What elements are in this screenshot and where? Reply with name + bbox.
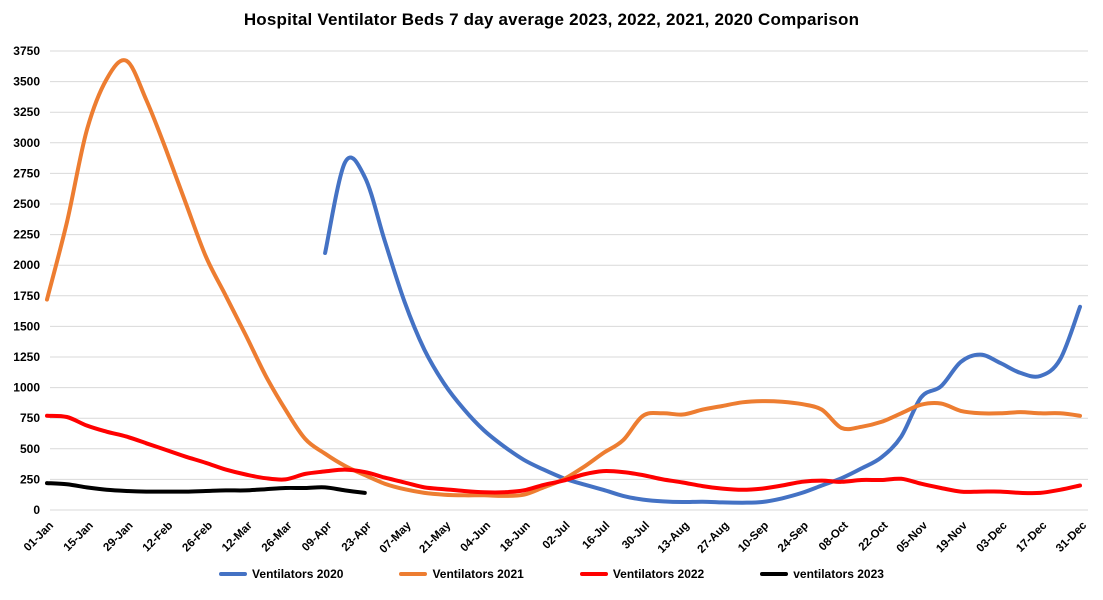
x-tick-label: 23-Apr	[340, 519, 375, 554]
y-tick-label: 2250	[13, 228, 40, 242]
y-tick-label: 2000	[13, 258, 40, 272]
x-tick-label: 18-Jun	[498, 520, 533, 555]
y-tick-label: 500	[20, 442, 40, 456]
y-axis-tick-labels: 0 250 500 750 1000 1250 1500 1750 2000 2250 2500 27…	[13, 44, 40, 517]
x-tick-label: 09-Apr	[300, 519, 335, 554]
y-tick-label: 3750	[13, 44, 40, 58]
y-tick-label: 3000	[13, 136, 40, 150]
legend-swatch-ventilators-2020	[219, 572, 248, 576]
y-tick-label: 0	[33, 503, 40, 517]
y-tick-label: 3250	[13, 105, 40, 119]
x-tick-label: 03-Dec	[975, 519, 1011, 555]
x-tick-label: 26-Mar	[260, 519, 295, 554]
x-tick-label: 29-Jan	[101, 520, 135, 554]
legend-swatch-ventilators-2021	[399, 572, 428, 576]
legend-label-ventilators-2022: Ventilators 2022	[612, 567, 705, 581]
x-axis-tick-labels: 01-Jan 15-Jan 29-Jan 12-Feb 26-Feb 12-Mar 26-M…	[22, 519, 1090, 555]
x-tick-label: 22-Oct	[857, 520, 891, 554]
x-tick-label: 31-Dec	[1054, 519, 1090, 555]
y-tick-label: 1500	[13, 319, 40, 333]
x-tick-label: 17-Dec	[1014, 519, 1050, 555]
legend-item-ventilators-2020: Ventilators 2020	[219, 567, 343, 581]
legend-swatch-ventilators-2023	[760, 572, 789, 576]
x-tick-label: 24-Sep	[776, 520, 811, 555]
x-tick-label: 19-Nov	[934, 519, 970, 555]
x-tick-label: 16-Jul	[580, 520, 612, 552]
legend-label-ventilators-2020: Ventilators 2020	[252, 567, 344, 581]
x-tick-label: 07-May	[378, 519, 414, 555]
x-tick-label: 10-Sep	[736, 520, 771, 555]
x-tick-label: 27-Aug	[695, 520, 731, 556]
x-tick-label: 26-Feb	[180, 520, 215, 555]
series-lines	[45, 58, 1082, 505]
legend-item-ventilators-2021: Ventilators 2021	[399, 567, 524, 581]
x-tick-label: 13-Aug	[656, 520, 692, 556]
chart-title: Hospital Ventilator Beds 7 day average 2…	[243, 10, 860, 29]
x-tick-label: 02-Jul	[541, 520, 573, 552]
y-tick-label: 2750	[13, 166, 40, 180]
legend-label-ventilators-2023: ventilators 2023	[793, 567, 884, 581]
y-tick-label: 1000	[13, 381, 40, 395]
x-tick-label: 21-May	[417, 519, 453, 555]
y-tick-label: 1250	[13, 350, 40, 364]
series-line-ventilators-2022	[45, 413, 1082, 496]
x-tick-label: 12-Mar	[220, 519, 255, 554]
legend-item-ventilators-2022: Ventilators 2022	[579, 567, 705, 581]
y-tick-label: 250	[20, 472, 40, 486]
y-tick-label: 1750	[13, 289, 40, 303]
y-tick-label: 750	[20, 411, 40, 425]
y-tick-label: 2500	[13, 197, 40, 211]
legend-swatch-ventilators-2022	[579, 572, 608, 576]
x-tick-label: 04-Jun	[458, 520, 493, 555]
series-line-ventilators-2020	[323, 155, 1082, 505]
gridlines	[50, 50, 1088, 511]
series-line-ventilators-2021	[45, 58, 1082, 498]
legend-item-ventilators-2023: ventilators 2023	[760, 567, 884, 581]
x-tick-label: 12-Feb	[141, 520, 176, 555]
x-tick-label: 15-Jan	[62, 520, 96, 554]
legend-label-ventilators-2021: Ventilators 2021	[432, 567, 524, 581]
series-line-ventilators-2023	[45, 481, 367, 495]
x-tick-label: 01-Jan	[22, 520, 56, 554]
x-tick-label: 30-Jul	[620, 520, 652, 552]
x-tick-label: 08-Oct	[817, 520, 851, 554]
y-tick-label: 3500	[13, 75, 40, 89]
legend: Ventilators 2020 Ventilators 2021 Ventilat…	[0, 567, 1103, 581]
x-tick-label: 05-Nov	[895, 519, 931, 555]
